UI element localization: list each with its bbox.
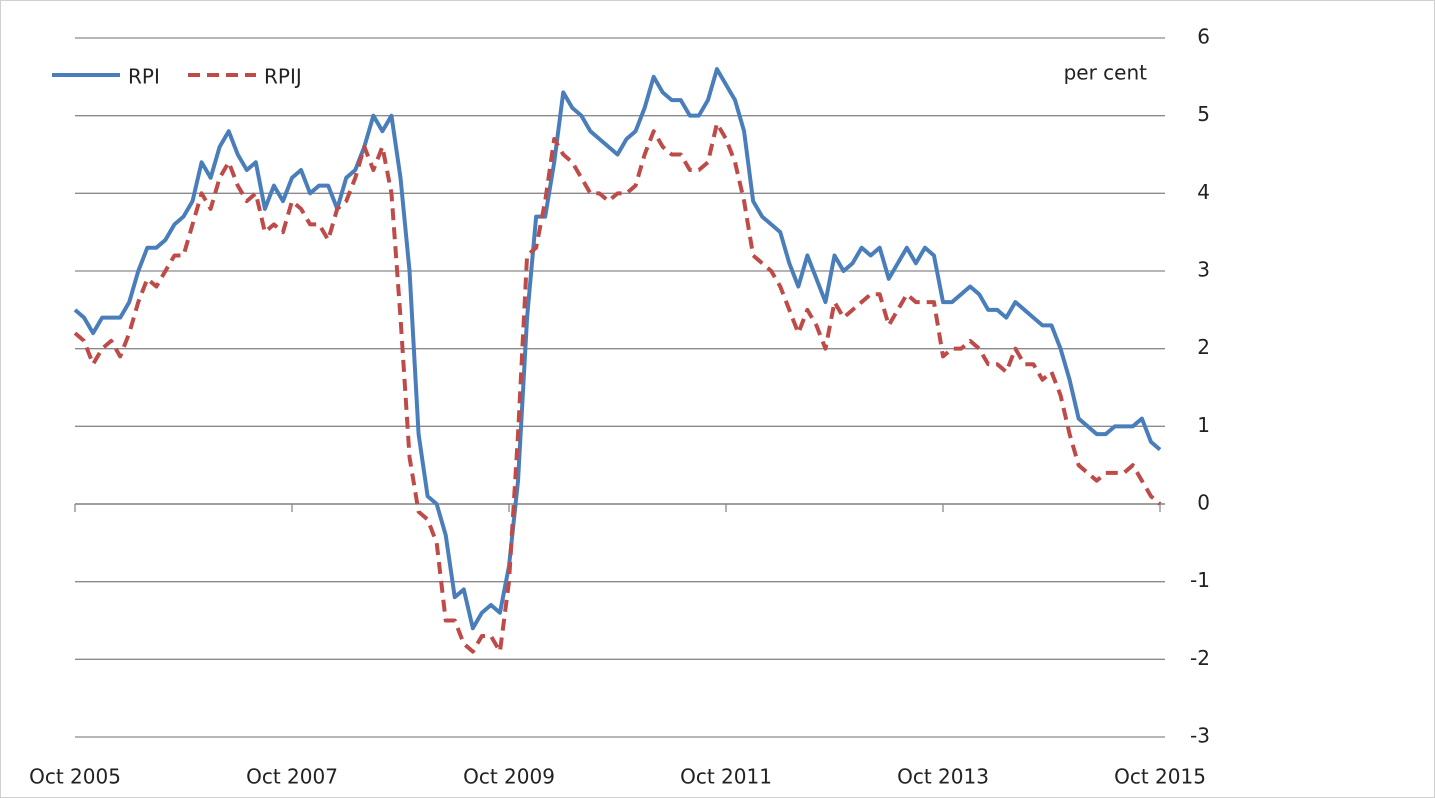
x-tick-label: Oct 2005 [29, 765, 121, 789]
legend-label: RPI [128, 65, 160, 89]
x-tick-label: Oct 2011 [680, 765, 772, 789]
y-tick-label: 3 [1197, 258, 1210, 282]
x-tick-label: Oct 2009 [463, 765, 555, 789]
x-tick-label: Oct 2013 [897, 765, 989, 789]
y-tick-label: 0 [1197, 491, 1210, 515]
x-tick-label: Oct 2007 [246, 765, 338, 789]
y-tick-label: 6 [1197, 25, 1210, 49]
y-tick-label: 2 [1197, 335, 1210, 359]
y-tick-label: 1 [1197, 413, 1210, 437]
y-tick-label: -1 [1190, 568, 1210, 592]
legend-label: RPIJ [264, 65, 302, 89]
series-line [73, 67, 1162, 631]
series-line [73, 121, 1162, 654]
y-tick-label: 5 [1197, 102, 1210, 126]
y-tick-label: -3 [1190, 724, 1210, 748]
x-tick-label: Oct 2015 [1114, 765, 1206, 789]
unit-annotation: per cent [1064, 61, 1148, 85]
y-tick-label: -2 [1190, 646, 1210, 670]
y-tick-label: 4 [1197, 180, 1210, 204]
